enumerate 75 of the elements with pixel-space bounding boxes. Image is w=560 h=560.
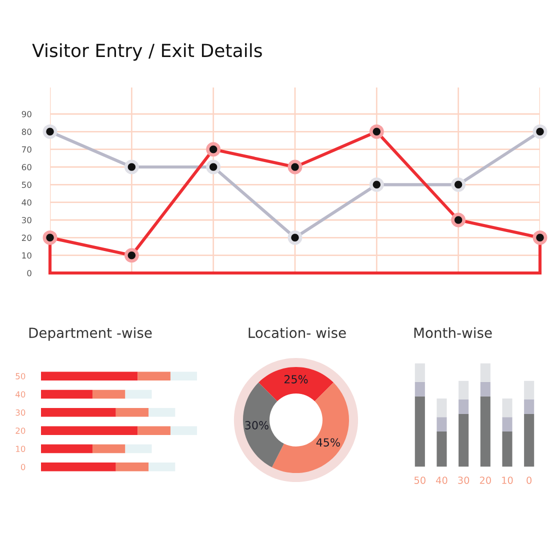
point — [288, 230, 302, 245]
bar — [502, 398, 512, 418]
bar — [480, 396, 490, 467]
y-tick-label: 60 — [22, 164, 32, 170]
point — [124, 160, 139, 174]
bar — [436, 432, 447, 467]
bar — [41, 444, 92, 454]
chart-title: Month-wise — [414, 327, 492, 338]
bar — [125, 444, 152, 454]
bar — [524, 414, 534, 467]
donut-slice — [258, 366, 334, 402]
y-tick-label: 20 — [16, 428, 26, 434]
bar — [125, 390, 152, 399]
bar — [138, 372, 170, 380]
chart-title: Location- wise — [248, 327, 346, 338]
point — [532, 124, 548, 139]
bar — [458, 414, 469, 467]
y-tick-label: 30 — [16, 409, 26, 416]
y-tick-label: 0 — [27, 270, 32, 276]
bar — [170, 426, 197, 435]
y-tick-label: 40 — [16, 391, 26, 398]
bar — [524, 380, 534, 400]
bar — [414, 396, 425, 467]
y-tick-label: 40 — [22, 199, 32, 206]
point — [369, 177, 384, 192]
point — [451, 177, 466, 192]
bar — [116, 408, 149, 417]
chart-title: Department -wise — [29, 327, 152, 341]
point — [42, 124, 58, 139]
bar — [138, 426, 170, 435]
bar — [148, 462, 176, 472]
y-tick-label: 10 — [16, 446, 26, 452]
bar — [170, 372, 197, 380]
x-tick-label: 50 — [414, 476, 426, 484]
bar — [41, 408, 116, 417]
y-tick-label: 50 — [16, 373, 26, 380]
x-tick-label: 10 — [502, 476, 513, 484]
bar — [502, 417, 512, 432]
bar — [502, 432, 512, 467]
data-label: 25% — [284, 375, 308, 384]
y-tick-label: 80 — [22, 128, 32, 135]
bar — [436, 398, 447, 418]
bar — [41, 390, 92, 399]
bar — [458, 380, 469, 400]
bar — [116, 462, 149, 472]
donut-slice — [272, 382, 350, 474]
bar — [41, 372, 138, 380]
x-tick-label: 30 — [458, 476, 470, 484]
data-label: 30% — [245, 421, 268, 430]
bar — [480, 363, 490, 382]
y-tick-label: 10 — [22, 252, 32, 259]
bar — [524, 399, 534, 414]
bar — [148, 408, 176, 417]
y-tick-label: 50 — [22, 182, 32, 188]
bar — [414, 382, 425, 396]
bar — [480, 382, 490, 396]
x-tick-label: 20 — [480, 476, 491, 484]
y-tick-label: 70 — [22, 146, 32, 153]
point — [206, 160, 221, 174]
bar — [414, 363, 425, 382]
bar — [458, 399, 469, 414]
bar — [41, 462, 116, 472]
bar — [92, 444, 126, 454]
bar — [436, 417, 447, 432]
x-tick-label: 0 — [526, 476, 532, 484]
bar — [41, 426, 138, 435]
y-tick-label: 30 — [22, 216, 32, 224]
x-tick-label: 40 — [436, 476, 448, 484]
y-tick-label: 0 — [20, 464, 26, 470]
y-tick-label: 90 — [22, 110, 32, 118]
y-tick-label: 20 — [22, 234, 32, 241]
donut-slice — [242, 382, 284, 468]
data-label: 45% — [316, 438, 340, 447]
bar — [92, 390, 126, 399]
chart-title: Visitor Entry / Exit Details — [32, 43, 262, 61]
